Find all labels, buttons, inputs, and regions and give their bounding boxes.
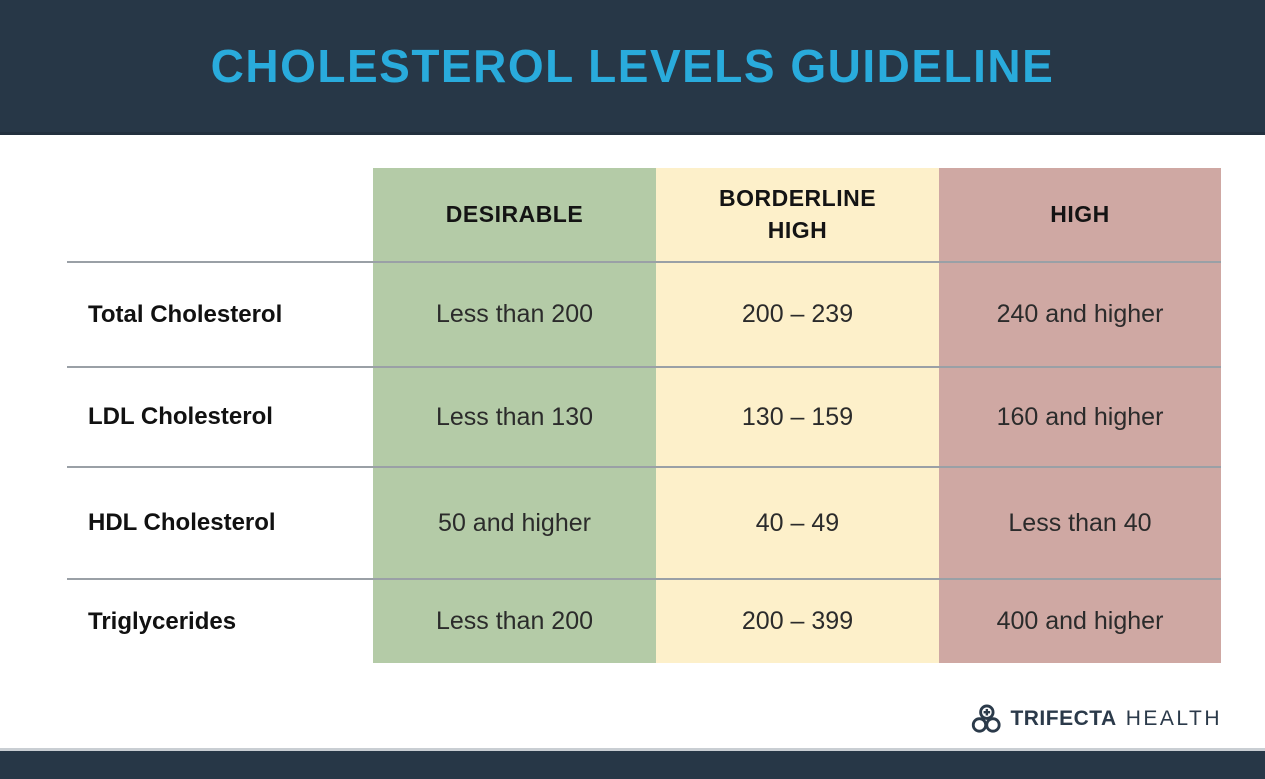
cell-total-borderline: 200 – 239 [656,263,939,368]
cell-ldl-high: 160 and higher [939,368,1221,468]
page-title: CHOLESTEROL LEVELS GUIDELINE [210,40,1055,92]
col-header-desirable: DESIRABLE [373,168,656,263]
cell-total-high: 240 and higher [939,263,1221,368]
header-bar: CHOLESTEROL LEVELS GUIDELINE [0,0,1265,135]
col-header-borderline-high: BORDERLINE HIGH [656,168,939,263]
row-label-total-cholesterol: Total Cholesterol [67,263,373,368]
cell-ldl-borderline: 130 – 159 [656,368,939,468]
col-header-high: HIGH [939,168,1221,263]
cholesterol-table: DESIRABLE BORDERLINE HIGH HIGH Total Cho… [67,168,1221,663]
bottom-bar [0,748,1265,779]
footer-brand: TRIFECTA HEALTH [969,700,1222,738]
cell-triglycerides-high: 400 and higher [939,580,1221,663]
brand-text-trifecta: TRIFECTA [1010,707,1117,730]
cell-total-desirable: Less than 200 [373,263,656,368]
row-label-ldl-cholesterol: LDL Cholesterol [67,368,373,468]
row-label-triglycerides: Triglycerides [88,607,237,635]
cell-triglycerides-borderline: 200 – 399 [656,580,939,663]
row-label-hdl-cholesterol: HDL Cholesterol [67,468,373,580]
cell-hdl-desirable: 50 and higher [373,468,656,580]
cell-hdl-borderline: 40 – 49 [656,468,939,580]
brand-text-health: HEALTH [1125,707,1222,730]
cell-triglycerides-desirable: Less than 200 [373,580,656,663]
trifecta-logo-icon [969,702,1003,736]
corner-cell [67,168,373,263]
cell-hdl-high: Less than 40 [939,468,1221,580]
cell-ldl-desirable: Less than 130 [373,368,656,468]
